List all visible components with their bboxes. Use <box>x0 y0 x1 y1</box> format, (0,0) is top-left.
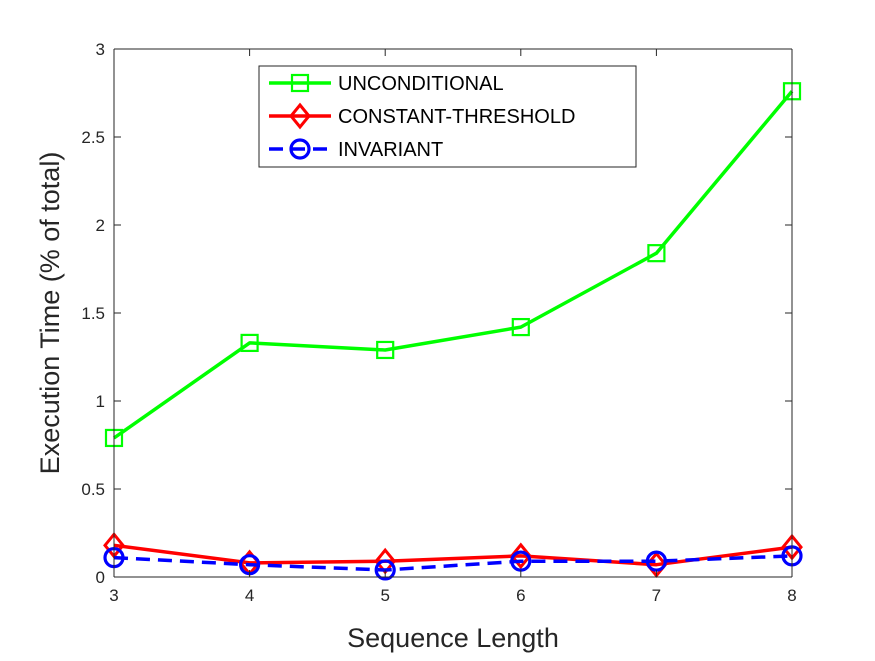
x-tick-label: 5 <box>380 586 389 605</box>
y-tick-label: 2 <box>96 216 105 235</box>
data-point-marker <box>376 340 395 360</box>
legend-item-1: UNCONDITIONAL <box>269 73 504 95</box>
legend-item-3: INVARIANT <box>269 138 443 161</box>
x-tick-label: 6 <box>516 586 525 605</box>
legend-marker <box>289 138 311 160</box>
data-point-marker <box>240 333 259 353</box>
x-tick-label: 3 <box>109 586 118 605</box>
axes-layer: 3 4 5 6 7 8 0 0.5 1 1.5 2 2.5 3 <box>81 40 796 605</box>
x-tick-label: 8 <box>787 586 796 605</box>
y-tick-label: 0 <box>96 568 105 587</box>
legend: UNCONDITIONAL CONSTANT-THRESHOLD INVARIANT <box>258 65 637 168</box>
y-tick-label: 3 <box>96 40 105 59</box>
series-line <box>112 90 794 440</box>
legend-marker <box>289 102 311 130</box>
data-point-marker <box>374 559 396 581</box>
legend-label: INVARIANT <box>338 139 443 161</box>
y-tick-label: 0.5 <box>81 480 105 499</box>
legend-marker <box>290 73 310 93</box>
legend-label: CONSTANT-THRESHOLD <box>338 106 575 128</box>
data-point-marker <box>647 244 666 263</box>
series-line <box>113 554 793 572</box>
x-tick-label: 7 <box>652 586 661 605</box>
series-line <box>113 543 793 567</box>
y-tick-label: 2.5 <box>81 128 105 147</box>
legend-item-2: CONSTANT-THRESHOLD <box>269 102 575 130</box>
x-axis-label: Sequence Length <box>347 623 559 653</box>
legend-label: UNCONDITIONAL <box>338 73 504 95</box>
y-tick-label: 1.5 <box>81 304 105 323</box>
y-tick-label: 1 <box>96 392 105 411</box>
y-axis-label: Execution Time (% of total) <box>35 152 65 475</box>
data-point-marker <box>511 317 530 337</box>
x-tick-label: 4 <box>245 586 254 605</box>
data-point-marker <box>509 542 532 570</box>
